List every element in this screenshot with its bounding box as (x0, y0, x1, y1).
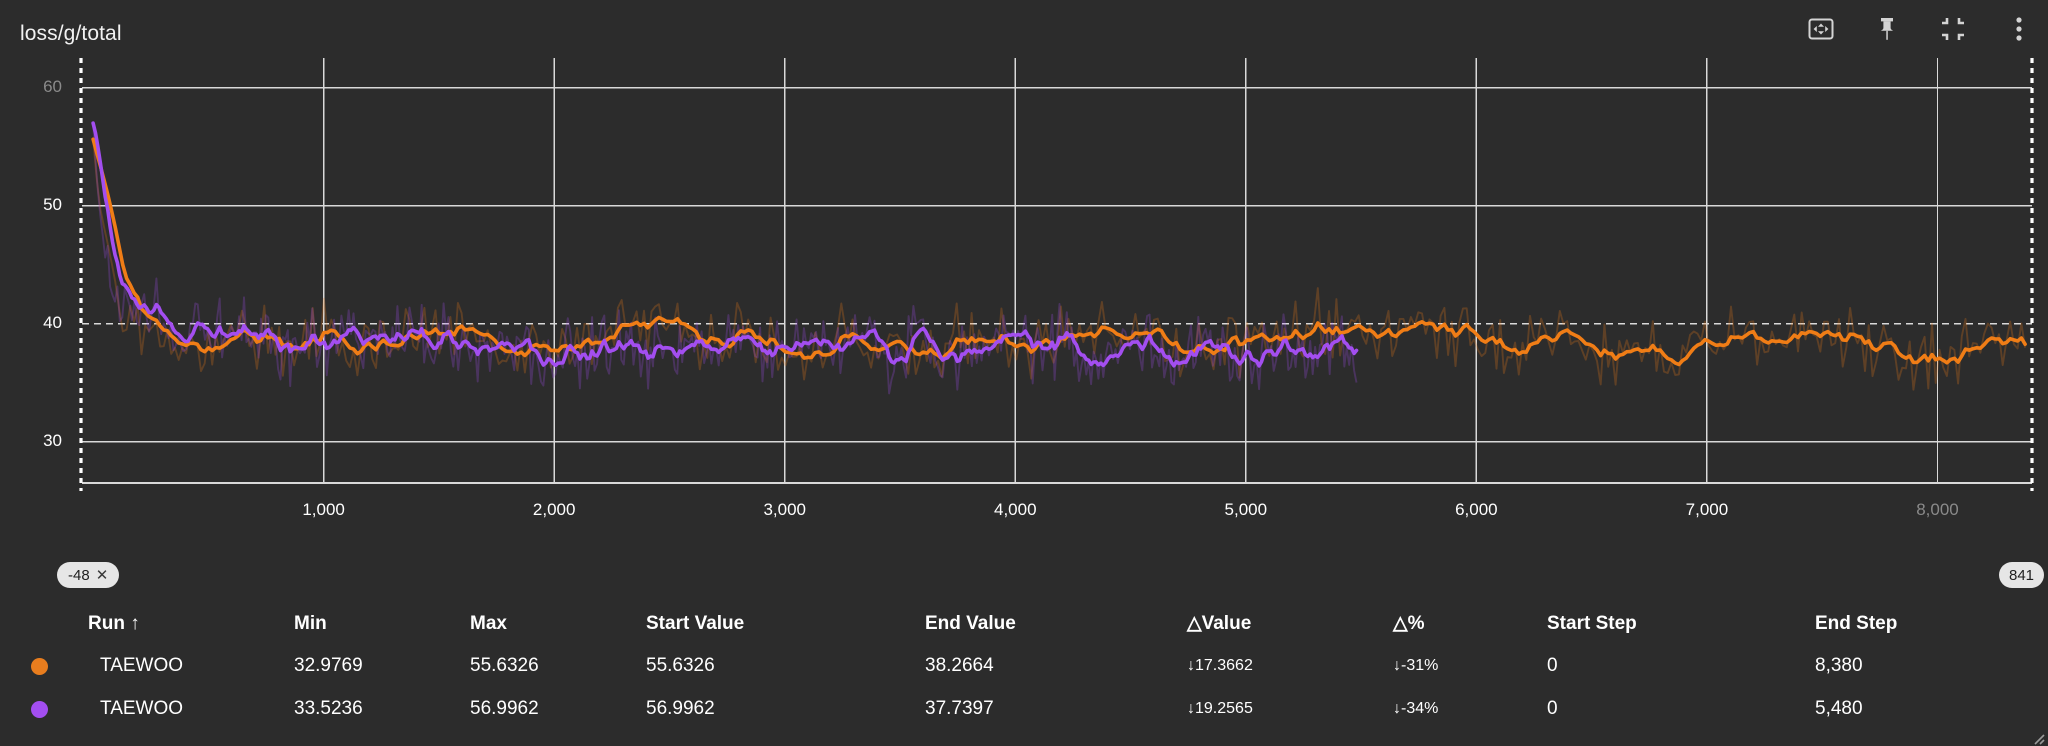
run-color-swatch[interactable] (31, 701, 48, 718)
y-tick-label: 60 (43, 77, 62, 96)
raw-line-0 (92, 139, 2027, 391)
y-tick-label: 50 (43, 195, 62, 214)
axis-ticks: 60 50 40 30 1,000 2,000 3,000 4,000 5,000 6,000 7,… (43, 77, 1959, 519)
cell-run: TAEWOO (100, 698, 184, 719)
table-row[interactable]: TAEWOO 32.9769 55.6326 55.6326 38.2664 ↓… (0, 654, 2048, 698)
x-tick-label: 5,000 (1225, 500, 1268, 519)
column-header-end-value[interactable]: End Value (925, 613, 1016, 634)
chart-header: loss/g/total (0, 0, 2048, 58)
x-axis-min-chip[interactable]: -48 ✕ (57, 562, 120, 588)
raw-line-1 (92, 123, 1358, 395)
x-tick-label: 3,000 (763, 500, 806, 519)
gridlines (82, 58, 2032, 484)
chart-title: loss/g/total (20, 22, 122, 45)
x-tick-label: 2,000 (533, 500, 576, 519)
cell-max: 55.6326 (470, 655, 539, 676)
smoothed-series-group (91, 121, 2027, 368)
column-header-delta-pct[interactable]: △% (1393, 613, 1425, 634)
x-tick-label: 1,000 (302, 500, 345, 519)
cell-start-step: 0 (1547, 698, 1558, 719)
cell-start-value: 55.6326 (646, 655, 715, 676)
x-tick-label: 7,000 (1686, 500, 1729, 519)
x-tick-label: 4,000 (994, 500, 1037, 519)
close-icon[interactable]: ✕ (95, 566, 109, 584)
cell-delta-pct: ↓-34% (1393, 700, 1439, 717)
run-color-swatch[interactable] (31, 658, 48, 675)
chart-toolbar (1806, 14, 2034, 44)
cell-start-step: 0 (1547, 655, 1558, 676)
column-header-max[interactable]: Max (470, 613, 507, 634)
y-tick-label: 30 (43, 431, 62, 450)
range-boundaries (79, 58, 2034, 491)
cell-run: TAEWOO (100, 655, 184, 676)
cell-delta-value: ↓19.2565 (1187, 700, 1253, 717)
cell-delta-value: ↓17.3662 (1187, 657, 1253, 674)
x-axis-max-chip[interactable]: 841 (1999, 562, 2045, 588)
raw-series-group (92, 123, 2027, 395)
x-axis-max-value: 841 (2009, 566, 2035, 584)
cell-start-value: 56.9962 (646, 698, 715, 719)
resize-handle-icon[interactable] (2029, 729, 2045, 745)
x-tick-label: 8,000 (1916, 500, 1959, 519)
column-header-end-step[interactable]: End Step (1815, 613, 1898, 634)
fullscreen-exit-icon[interactable] (1938, 14, 1968, 44)
cell-end-step: 8,380 (1815, 655, 1863, 676)
expand-pan-icon[interactable] (1806, 14, 1836, 44)
more-vertical-icon[interactable] (2004, 14, 2034, 44)
cell-min: 33.5236 (294, 698, 363, 719)
cell-delta-pct: ↓-31% (1393, 657, 1439, 674)
plot-area[interactable]: 60 50 40 30 1,000 2,000 3,000 4,000 5,000 6,000 7,… (0, 58, 2048, 566)
table-row[interactable]: TAEWOO 33.5236 56.9962 56.9962 37.7397 ↓… (0, 697, 2048, 741)
cell-min: 32.9769 (294, 655, 363, 676)
column-header-start-value[interactable]: Start Value (646, 613, 745, 634)
cell-end-value: 37.7397 (925, 698, 994, 719)
smoothed-line-1 (91, 121, 1359, 368)
runs-table: Run ↑ Min Max Start Value End Value △Val… (0, 600, 2048, 746)
column-header-run[interactable]: Run ↑ (88, 613, 140, 634)
cell-end-value: 38.2664 (925, 655, 994, 676)
column-header-start-step[interactable]: Start Step (1547, 613, 1637, 634)
column-header-delta-value[interactable]: △Value (1187, 613, 1252, 634)
cell-end-step: 5,480 (1815, 698, 1863, 719)
x-axis-min-value: -48 (68, 566, 90, 584)
cell-max: 56.9962 (470, 698, 539, 719)
x-tick-label: 6,000 (1455, 500, 1498, 519)
y-tick-label: 40 (43, 313, 62, 332)
plot-svg[interactable]: 60 50 40 30 1,000 2,000 3,000 4,000 5,000 6,000 7,… (0, 58, 2048, 566)
table-header-row: Run ↑ Min Max Start Value End Value △Val… (0, 612, 2048, 656)
pin-icon[interactable] (1872, 14, 1902, 44)
column-header-min[interactable]: Min (294, 613, 327, 634)
